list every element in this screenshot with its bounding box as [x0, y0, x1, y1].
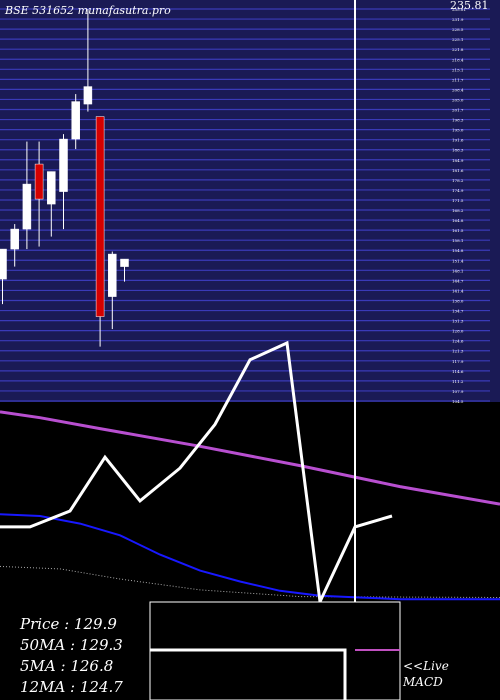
price-gridlines [0, 8, 490, 402]
price-tick-label: 104.5 [452, 399, 464, 404]
price-panel-background [0, 0, 500, 402]
price-tick-label: 208.4 [452, 87, 464, 92]
price-tick-label: 225.1 [452, 37, 463, 42]
price-tick-label: 171.5 [452, 198, 464, 203]
price-tick-label: 161.5 [452, 228, 464, 233]
price-tick-label: 231.9 [452, 17, 464, 22]
price-tick-label: 201.7 [452, 108, 464, 113]
price-tick-label: 158.1 [452, 238, 463, 243]
price-tick-label: 215.1 [452, 67, 463, 72]
stat-50ma-text: 50MA : 129.3 [20, 636, 123, 654]
bear-candle [95, 116, 105, 317]
bull-candle [22, 183, 32, 230]
price-tick-label: 121.3 [452, 349, 464, 354]
candles [0, 9, 129, 347]
price-tick-label: 198.3 [452, 118, 464, 123]
ma-purple-line [0, 410, 500, 506]
price-tick-label: 211.7 [452, 77, 464, 82]
price-tick-label: 235.81 [452, 7, 466, 12]
ma-dotted-line [0, 565, 500, 598]
bull-candle [47, 171, 56, 205]
price-tick-label: 205.0 [452, 97, 464, 102]
stat-5ma-text: 5MA : 126.8 [20, 657, 113, 675]
price-tick-label: 124.6 [452, 339, 464, 344]
price-tick-label: 131.3 [452, 319, 464, 324]
price-tick-labels: 235.81 231.9 228.5 225.1 221.8 218.4 215.1 211.… [452, 7, 466, 404]
price-tick-label: 148.1 [452, 268, 463, 273]
price-tick-label: 138.0 [452, 298, 464, 303]
price-tick-label: 128.0 [452, 329, 464, 334]
price-stats: Price : 129.9 50MA : 129.3 5MA : 126.8 12MA… [19, 615, 123, 696]
price-tick-label: 107.9 [452, 389, 464, 394]
macd-line [150, 648, 347, 700]
bull-candle [71, 101, 80, 140]
price-tick-label: 151.4 [452, 258, 464, 263]
macd-label: MACD [402, 675, 443, 689]
bull-candle [10, 228, 19, 250]
price-tick-label: 228.5 [452, 27, 464, 32]
ma-white-line [0, 340, 393, 608]
bull-candle [120, 258, 129, 267]
price-tick-label: 174.9 [452, 188, 464, 193]
price-tick-label: 114.6 [452, 369, 464, 374]
price-tick-label: 181.6 [452, 168, 464, 173]
macd-live-label: <<Live [403, 659, 449, 673]
price-tick-label: 178.2 [452, 178, 464, 183]
price-tick-label: 134.7 [452, 309, 464, 314]
price-tick-label: 168.2 [452, 208, 464, 213]
price-tick-label: 221.8 [452, 47, 464, 52]
moving-average-lines [0, 340, 500, 608]
price-tick-label: 195.0 [452, 128, 464, 133]
top-right-price-label: 235.81 [450, 0, 489, 12]
stat-12ma-text: 12MA : 124.7 [20, 678, 123, 696]
ma-blue-line [0, 513, 500, 601]
price-tick-label: 154.8 [452, 248, 464, 253]
bull-candle [83, 86, 93, 105]
bull-candle [0, 248, 7, 280]
price-tick-label: 144.7 [452, 278, 464, 283]
macd-panel [149, 601, 401, 700]
bull-candle [59, 138, 68, 192]
price-tick-label: 111.2 [452, 379, 464, 384]
bear-candle [34, 163, 44, 200]
price-tick-label: 218.4 [452, 57, 464, 62]
stat-price-text: Price : 129.9 [19, 615, 117, 633]
price-tick-label: 188.3 [452, 148, 464, 153]
price-tick-label: 184.9 [452, 158, 464, 163]
bull-candle [108, 253, 117, 297]
price-tick-label: 117.9 [452, 359, 464, 364]
price-tick-label: 164.8 [452, 218, 464, 223]
price-tick-label: 191.6 [452, 138, 464, 143]
price-tick-label: 141.4 [452, 288, 464, 293]
